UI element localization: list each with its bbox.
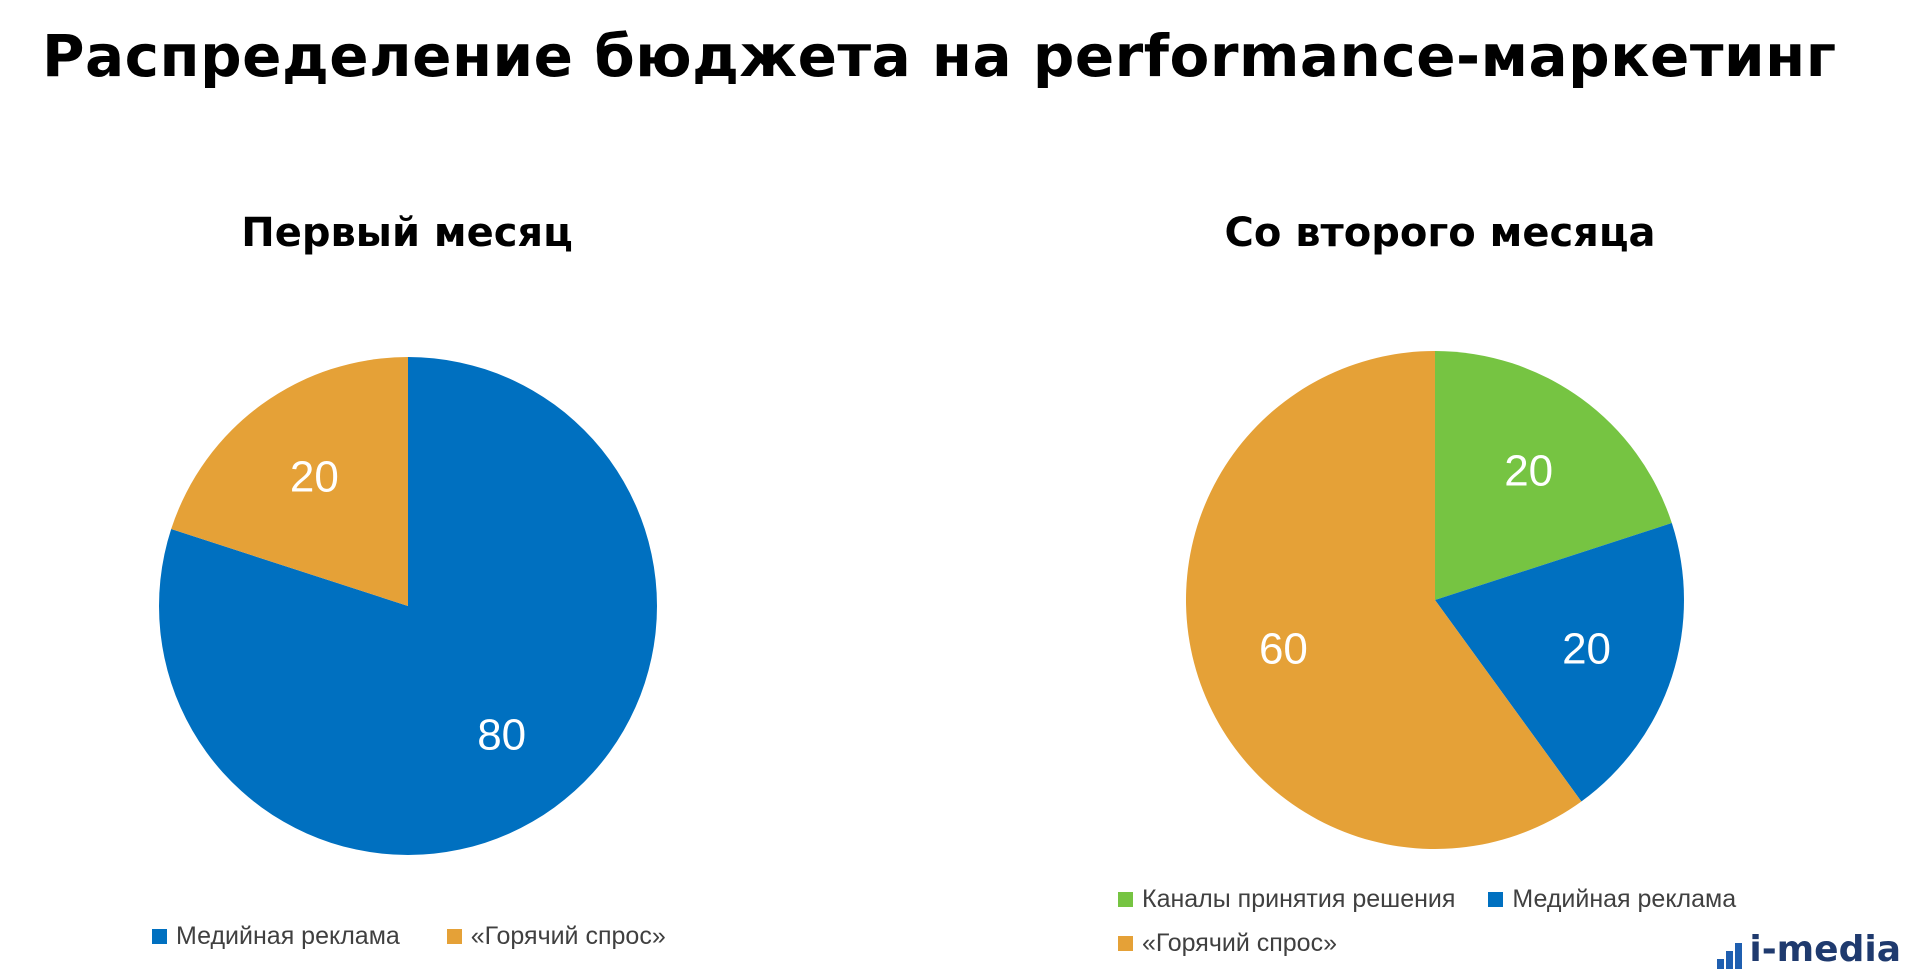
legend-second-month: Каналы принятия решения Медийная реклама… (1118, 885, 1818, 973)
legend-swatch (1118, 936, 1133, 951)
legend-item: Каналы принятия решения (1118, 885, 1455, 914)
legend-label: «Горячий спрос» (1142, 929, 1337, 957)
logo-bars-icon (1717, 939, 1744, 969)
pie-slice (1186, 351, 1582, 849)
legend-label: Каналы принятия решения (1142, 885, 1456, 913)
pie-chart-first-month: 80 20 (158, 357, 657, 855)
legend-label: «Горячий спрос» (470, 922, 666, 950)
legend-label: Медийная реклама (176, 922, 400, 950)
legend-first-month: Медийная реклама «Горячий спрос» (152, 922, 706, 951)
pie-data-label: 80 (477, 710, 526, 759)
pie-slice (1435, 523, 1684, 802)
chart-title-first-month: Первый месяц (241, 210, 573, 256)
legend-item: «Горячий спрос» (1118, 929, 1337, 958)
pie-chart-second-month: 20 20 60 (1186, 351, 1684, 849)
pie-data-label: 20 (1562, 625, 1611, 674)
legend-item: Медийная реклама (152, 922, 400, 951)
pie-data-label: 20 (1504, 447, 1553, 496)
legend-swatch (1488, 892, 1504, 907)
legend-item: Медийная реклама (1488, 885, 1736, 914)
logo-text: i-media (1749, 929, 1901, 970)
pie-slice (1435, 351, 1672, 600)
pie-data-label: 20 (290, 453, 339, 502)
legend-item: «Горячий спрос» (446, 922, 666, 951)
slide-title: Распределение бюджета на performance-мар… (42, 22, 1837, 90)
pie-data-label: 60 (1259, 625, 1308, 674)
i-media-logo: i-media (1717, 931, 1901, 969)
legend-swatch (446, 929, 462, 944)
pie-slice (171, 357, 408, 606)
pie-slice (158, 357, 657, 855)
legend-swatch (152, 929, 167, 944)
legend-label: Медийная реклама (1512, 885, 1737, 913)
legend-swatch (1118, 892, 1133, 907)
chart-title-second-month: Со второго месяца (1224, 210, 1656, 256)
